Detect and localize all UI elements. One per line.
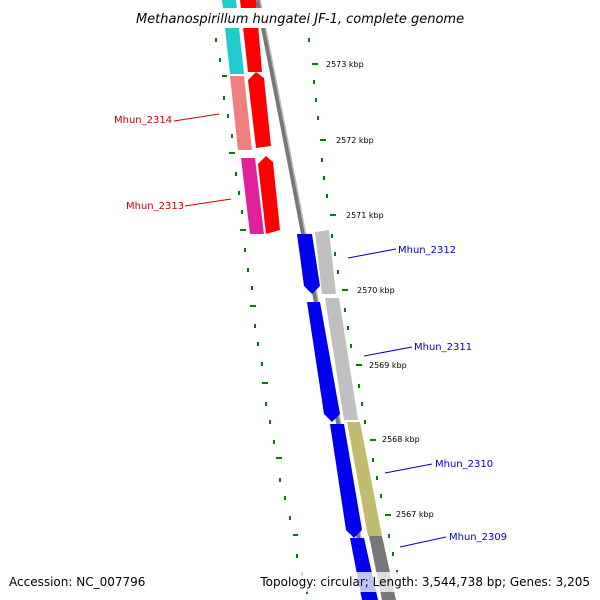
outer-tick-track xyxy=(215,38,308,594)
gene-grey-1[interactable] xyxy=(315,230,336,294)
kbp-label: 2568 kbp xyxy=(382,435,420,444)
gene-labels: Mhun_2314 Mhun_2313 Mhun_2312 Mhun_2311 … xyxy=(114,115,507,543)
gene-mhun-2312[interactable] xyxy=(297,234,320,294)
kbp-label: 2569 kbp xyxy=(369,361,407,370)
gene-label-mhun-2310[interactable]: Mhun_2310 xyxy=(435,459,493,470)
kbp-label: 2570 kbp xyxy=(357,286,395,295)
accession-text: Accession: NC_007796 xyxy=(9,575,145,589)
bottom-strand-genes xyxy=(297,230,396,600)
gene-mhun-2313[interactable] xyxy=(241,158,264,234)
gene-mhun-2314[interactable] xyxy=(230,76,252,150)
gene-label-mhun-2313[interactable]: Mhun_2313 xyxy=(126,201,184,212)
map-title: Methanospirillum hungatei JF-1, complete… xyxy=(136,12,464,27)
gene-label-mhun-2312[interactable]: Mhun_2312 xyxy=(398,245,456,256)
gene-label-mhun-2309[interactable]: Mhun_2309 xyxy=(449,532,507,543)
kbp-label: 2572 kbp xyxy=(336,136,374,145)
genome-summary-text: Topology: circular; Length: 3,544,738 bp… xyxy=(259,575,590,589)
gene-grey-2[interactable] xyxy=(325,298,358,420)
gene-label-mhun-2314[interactable]: Mhun_2314 xyxy=(114,115,172,126)
gene-red-3[interactable] xyxy=(258,156,280,234)
kbp-scale-labels: 2573 kbp 2572 kbp 2571 kbp 2570 kbp 2569… xyxy=(326,60,434,519)
top-strand-genes xyxy=(222,0,280,234)
gene-mhun-2310[interactable] xyxy=(330,424,362,538)
kbp-label: 2571 kbp xyxy=(346,211,384,220)
kbp-label: 2567 kbp xyxy=(396,510,434,519)
gene-red-2[interactable] xyxy=(248,72,271,148)
gene-mhun-2311[interactable] xyxy=(307,302,340,422)
kbp-label: 2573 kbp xyxy=(326,60,364,69)
gene-olive[interactable] xyxy=(347,422,382,536)
gene-callouts xyxy=(173,113,447,548)
gene-label-mhun-2311[interactable]: Mhun_2311 xyxy=(414,342,472,353)
